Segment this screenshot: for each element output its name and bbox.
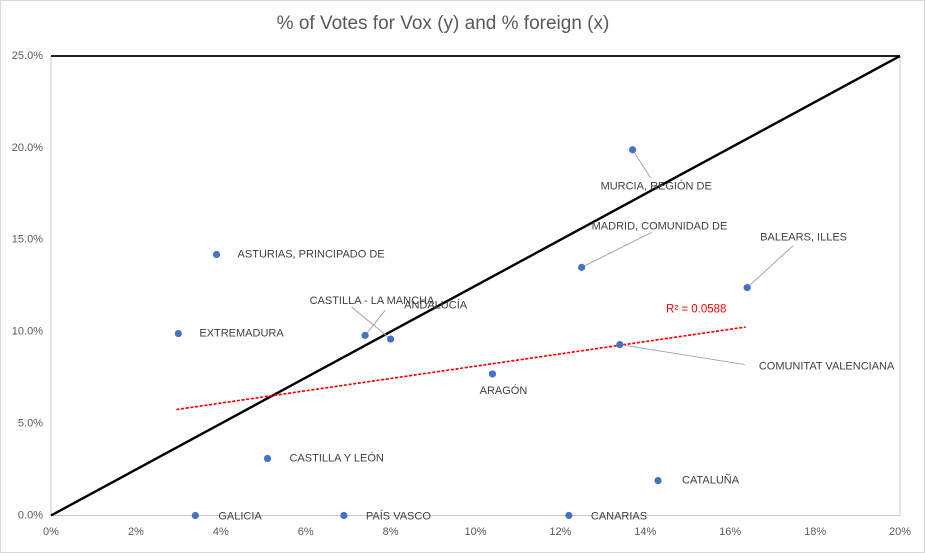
point-label-castilla-y-leon: CASTILLA Y LEÓN	[289, 451, 383, 464]
data-point-andalucia	[361, 331, 369, 339]
point-label-castilla-la-mancha: CASTILLA - LA MANCHA	[310, 295, 435, 307]
data-point-murcia-region-de	[628, 146, 637, 154]
x-axis-tick-label: 14%	[634, 526, 656, 538]
point-label-pais-vasco: PAÍS VASCO	[366, 509, 431, 522]
data-point-aragon	[488, 370, 497, 378]
x-axis-tick-label: 4%	[213, 526, 229, 538]
x-axis-tick-label: 8%	[383, 526, 399, 538]
x-axis-tick-label: 10%	[464, 526, 486, 538]
data-point-castilla-la-mancha	[387, 335, 395, 343]
y-axis-tick-label: 25.0%	[12, 50, 43, 62]
y-axis-tick-label: 20.0%	[12, 142, 43, 154]
point-label-murcia-region-de: MURCIA, REGIÓN DE	[601, 180, 712, 193]
identity-line	[50, 54, 901, 517]
leader-line-andalucia	[364, 310, 386, 336]
data-point-asturias-principado-de	[212, 250, 221, 259]
point-label-andalucia: ANDALUCÍA	[404, 298, 468, 311]
x-axis-tick-label: 2%	[128, 526, 144, 538]
y-axis-tick-label: 15.0%	[12, 234, 43, 246]
x-axis-tick-label: 18%	[804, 526, 826, 538]
point-label-galicia: GALICIA	[218, 510, 262, 522]
data-point-madrid-comunidad-de	[578, 263, 586, 271]
point-label-asturias-principado-de: ASTURIAS, PRINCIPADO DE	[238, 248, 385, 260]
leader-line-murcia-region-de	[632, 149, 651, 179]
x-axis-tick-label: 6%	[298, 526, 314, 538]
y-axis-tick-label: 0.0%	[18, 509, 43, 521]
point-label-cataluna: CATALUÑA	[682, 473, 740, 486]
y-axis-tick-label: 10.0%	[12, 326, 43, 338]
data-point-balears-illes	[743, 283, 751, 292]
point-label-madrid-comunidad-de: MADRID, COMUNIDAD DE	[592, 220, 728, 232]
leader-line-comunitat-valenciana	[619, 344, 745, 366]
x-axis-tick-label: 16%	[719, 526, 741, 538]
data-point-pais-vasco	[340, 511, 348, 520]
data-point-comunitat-valenciana	[616, 340, 624, 349]
r-squared-label: R² = 0.0588	[666, 304, 726, 316]
point-label-canarias: CANARIAS	[591, 510, 647, 522]
point-label-extremadura: EXTREMADURA	[199, 327, 284, 339]
x-axis-tick-label: 12%	[549, 526, 571, 538]
data-point-galicia	[191, 511, 199, 520]
point-label-comunitat-valenciana: COMUNITAT VALENCIANA	[759, 360, 895, 372]
leader-line-balears-illes	[746, 245, 794, 288]
trendline	[176, 326, 746, 411]
data-point-castilla-y-leon	[263, 454, 272, 463]
leader-line-castilla-la-mancha	[351, 306, 391, 340]
point-label-aragon: ARAGÓN	[480, 384, 528, 397]
chart-title: % of Votes for Vox (y) and % foreign (x)	[276, 13, 610, 34]
data-point-extremadura	[174, 329, 182, 338]
data-point-canarias	[565, 511, 573, 520]
data-point-cataluna	[654, 476, 662, 485]
x-axis-tick-label: 20%	[889, 526, 911, 538]
y-axis-tick-label: 5.0%	[18, 418, 43, 430]
x-axis-tick-label: 0%	[43, 526, 59, 538]
point-label-balears-illes: BALEARS, ILLES	[760, 231, 847, 243]
leader-line-madrid-comunidad-de	[581, 231, 652, 268]
